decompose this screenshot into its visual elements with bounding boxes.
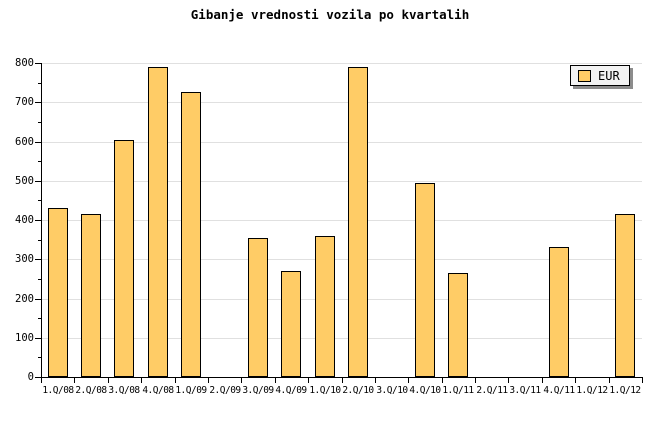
- x-tick-label: 2.Q/08: [75, 385, 107, 396]
- legend-box: EUR: [570, 65, 630, 86]
- y-major-tick: [35, 102, 41, 103]
- y-tick-label: 0: [27, 371, 34, 383]
- x-tick: [308, 378, 309, 383]
- x-tick-label: 1.Q/08: [42, 385, 74, 396]
- y-major-tick: [35, 142, 41, 143]
- y-major-tick: [35, 299, 41, 300]
- x-tick-label: 4.Q/11: [543, 385, 575, 396]
- x-tick-label: 1.Q/12: [576, 385, 608, 396]
- x-tick-label: 1.Q/10: [309, 385, 341, 396]
- bar: [48, 208, 68, 377]
- bar: [148, 67, 168, 377]
- x-tick-label: 3.Q/08: [108, 385, 140, 396]
- x-tick: [642, 378, 643, 383]
- x-tick-label: 1.Q/12: [609, 385, 641, 396]
- legend-label: EUR: [598, 68, 620, 83]
- x-tick: [542, 378, 543, 383]
- x-tick: [508, 378, 509, 383]
- x-tick-label: 4.Q/09: [275, 385, 307, 396]
- y-tick-label: 800: [15, 57, 34, 69]
- gridline: [42, 220, 642, 221]
- gridline: [42, 142, 642, 143]
- gridline: [42, 181, 642, 182]
- bar: [181, 92, 201, 377]
- y-minor-tick: [38, 240, 41, 241]
- x-tick: [275, 378, 276, 383]
- x-tick: [141, 378, 142, 383]
- gridline: [42, 102, 642, 103]
- y-minor-tick: [38, 122, 41, 123]
- y-major-tick: [35, 338, 41, 339]
- x-tick: [442, 378, 443, 383]
- y-minor-tick: [38, 83, 41, 84]
- bar: [415, 183, 435, 377]
- x-tick: [609, 378, 610, 383]
- y-tick-label: 500: [15, 175, 34, 187]
- bar: [114, 140, 134, 377]
- x-tick-label: 3.Q/11: [509, 385, 541, 396]
- y-minor-tick: [38, 161, 41, 162]
- gridline: [42, 63, 642, 64]
- y-minor-tick: [38, 318, 41, 319]
- y-major-tick: [35, 181, 41, 182]
- x-tick: [108, 378, 109, 383]
- gridline: [42, 259, 642, 260]
- x-tick: [241, 378, 242, 383]
- x-tick: [375, 378, 376, 383]
- y-major-tick: [35, 377, 41, 378]
- y-minor-tick: [38, 279, 41, 280]
- x-tick-label: 3.Q/09: [242, 385, 274, 396]
- y-tick-label: 300: [15, 253, 34, 265]
- bar: [348, 67, 368, 377]
- bar: [81, 214, 101, 377]
- x-tick-label: 1.Q/11: [442, 385, 474, 396]
- x-tick: [208, 378, 209, 383]
- y-major-tick: [35, 220, 41, 221]
- y-tick-label: 100: [15, 332, 34, 344]
- gridline: [42, 299, 642, 300]
- x-tick: [475, 378, 476, 383]
- y-tick-label: 400: [15, 214, 34, 226]
- x-tick-label: 4.Q/08: [142, 385, 174, 396]
- x-tick-label: 1.Q/09: [175, 385, 207, 396]
- bar: [315, 236, 335, 377]
- bar: [448, 273, 468, 377]
- x-tick-label: 2.Q/10: [342, 385, 374, 396]
- bar: [549, 247, 569, 377]
- x-tick: [41, 378, 42, 383]
- gridline: [42, 338, 642, 339]
- y-minor-tick: [38, 200, 41, 201]
- bar: [615, 214, 635, 377]
- x-tick-label: 3.Q/10: [376, 385, 408, 396]
- x-tick: [408, 378, 409, 383]
- y-major-tick: [35, 63, 41, 64]
- y-minor-tick: [38, 357, 41, 358]
- x-tick-label: 2.Q/09: [209, 385, 241, 396]
- y-axis-line: [41, 63, 42, 377]
- x-tick-label: 4.Q/10: [409, 385, 441, 396]
- x-tick-label: 2.Q/11: [476, 385, 508, 396]
- y-tick-label: 200: [15, 293, 34, 305]
- bar: [281, 271, 301, 377]
- chart-title: Gibanje vrednosti vozila po kvartalih: [190, 7, 470, 22]
- y-tick-label: 600: [15, 136, 34, 148]
- x-tick: [342, 378, 343, 383]
- x-axis-line: [41, 377, 643, 378]
- y-major-tick: [35, 259, 41, 260]
- y-tick-label: 700: [15, 96, 34, 108]
- x-tick: [575, 378, 576, 383]
- x-tick: [74, 378, 75, 383]
- bar: [248, 238, 268, 377]
- legend-color-swatch: [578, 69, 591, 82]
- x-tick: [175, 378, 176, 383]
